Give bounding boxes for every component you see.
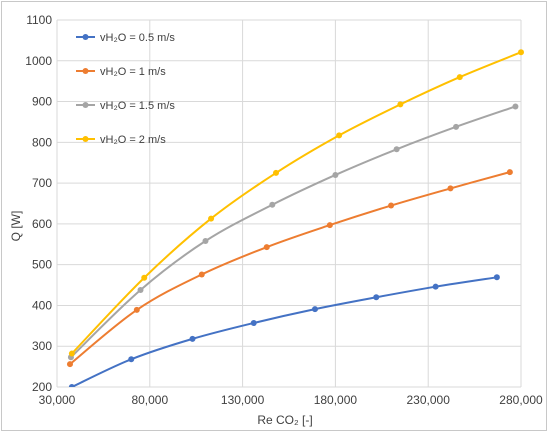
series-1 bbox=[68, 274, 500, 387]
y-tick-label: 300 bbox=[32, 339, 52, 353]
data-point bbox=[250, 319, 257, 326]
series-4 bbox=[68, 49, 524, 357]
data-point bbox=[336, 132, 343, 139]
data-point bbox=[447, 185, 454, 192]
data-point bbox=[133, 306, 140, 313]
legend-swatch-marker bbox=[82, 68, 89, 74]
data-point bbox=[373, 294, 380, 301]
legend-entry: vH₂O = 1.5 m/s bbox=[100, 100, 175, 112]
y-axis-title: Q [W] bbox=[9, 211, 23, 242]
series-layer bbox=[66, 49, 524, 387]
data-point bbox=[518, 49, 524, 56]
x-tick-label: 80,000 bbox=[131, 393, 168, 407]
legend-entry: vH₂O = 2 m/s bbox=[100, 134, 166, 146]
data-point bbox=[189, 335, 196, 342]
data-point bbox=[263, 244, 270, 251]
y-tick-label: 800 bbox=[32, 135, 52, 149]
data-point bbox=[493, 274, 500, 281]
x-tick-label: 30,000 bbox=[39, 393, 76, 407]
data-point bbox=[432, 283, 439, 290]
y-tick-label: 500 bbox=[32, 258, 52, 272]
data-point bbox=[456, 74, 463, 81]
data-point bbox=[397, 101, 404, 108]
data-point bbox=[388, 202, 395, 209]
x-tick-label: 130,000 bbox=[221, 393, 265, 407]
legend-swatch-marker bbox=[82, 102, 89, 108]
data-point bbox=[141, 274, 148, 281]
y-tick-label: 1000 bbox=[25, 54, 52, 68]
y-tick-label: 600 bbox=[32, 217, 52, 231]
data-point bbox=[66, 361, 73, 368]
y-tick-label: 1100 bbox=[26, 13, 52, 27]
x-tick-label: 230,000 bbox=[407, 393, 451, 407]
data-point bbox=[512, 103, 519, 110]
data-point bbox=[273, 169, 280, 176]
x-axis-title: Re CO₂ [-] bbox=[257, 413, 312, 427]
data-point bbox=[506, 169, 513, 176]
data-point bbox=[68, 384, 75, 387]
data-point bbox=[332, 171, 339, 178]
x-tick-label: 280,000 bbox=[499, 393, 543, 407]
x-tick-label: 180,000 bbox=[314, 393, 358, 407]
y-tick-label: 400 bbox=[32, 298, 52, 312]
y-tick-label: 700 bbox=[32, 176, 52, 190]
data-point bbox=[202, 238, 209, 245]
series-line bbox=[69, 171, 511, 365]
legend-swatch-marker bbox=[82, 34, 89, 40]
series-2 bbox=[66, 169, 513, 368]
legend: vH₂O = 0.5 m/s vH₂O = 1 m/s vH₂O = 1.5 m/s… bbox=[76, 32, 175, 146]
legend-entry: vH₂O = 0.5 m/s bbox=[100, 32, 175, 44]
data-point bbox=[208, 215, 215, 222]
data-point bbox=[128, 356, 135, 363]
axis-layer: 200 300 400 500 600 700 800 900 1000 1100 30,000 80… bbox=[25, 13, 543, 407]
data-point bbox=[68, 350, 75, 357]
grid-layer bbox=[56, 19, 522, 388]
legend-entry: vH₂O = 1 m/s bbox=[100, 66, 166, 78]
data-point bbox=[311, 306, 318, 313]
data-point bbox=[326, 222, 333, 229]
data-point bbox=[137, 286, 144, 293]
legend-swatch-marker bbox=[82, 136, 89, 142]
y-tick-label: 200 bbox=[32, 380, 52, 394]
data-point bbox=[393, 146, 400, 153]
data-point bbox=[453, 123, 460, 130]
data-point bbox=[198, 271, 205, 278]
y-tick-label: 900 bbox=[32, 95, 52, 109]
data-point bbox=[269, 201, 276, 208]
